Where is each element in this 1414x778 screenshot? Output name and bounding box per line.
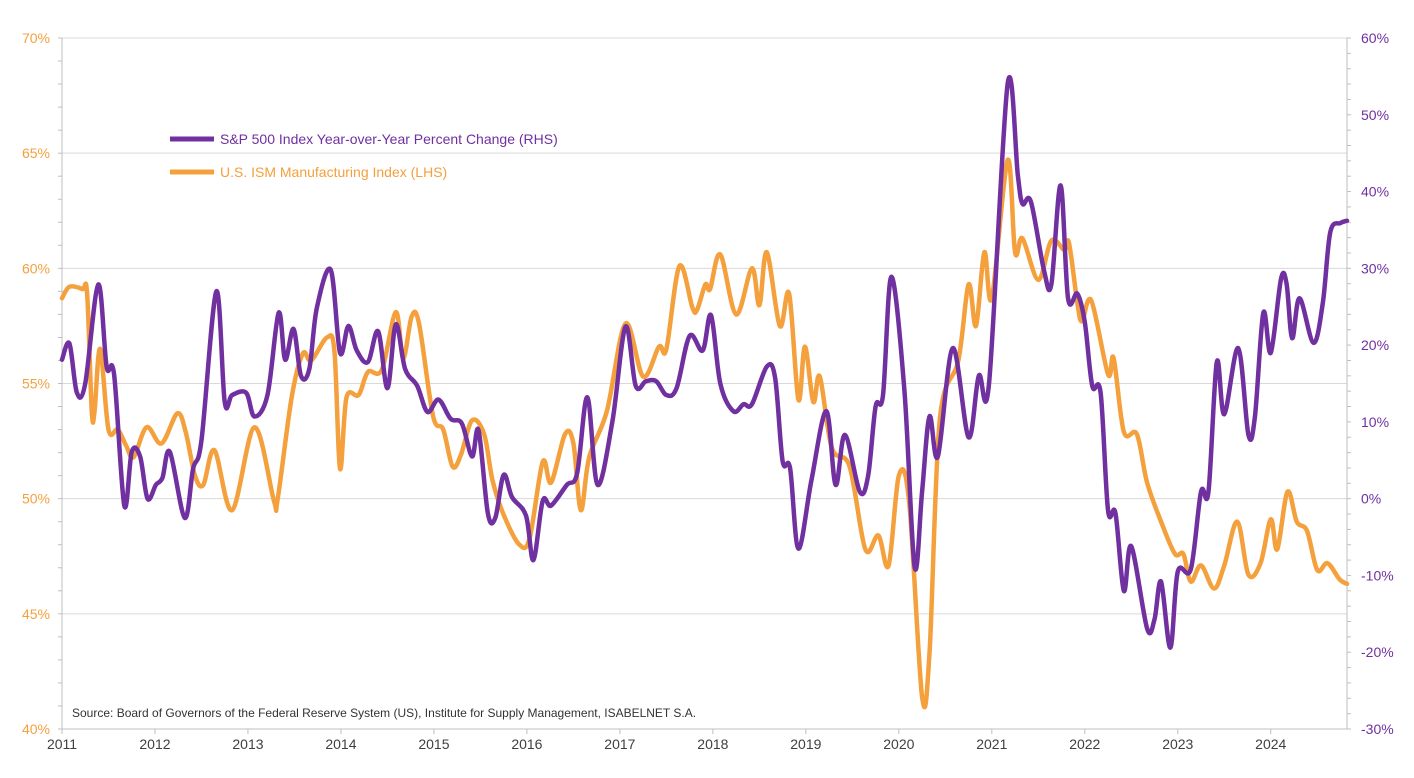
x-tick-label: 2014: [325, 736, 356, 752]
y-left-tick-label: 45%: [22, 606, 50, 622]
x-tick-label: 2021: [976, 736, 1007, 752]
series-line-ism: [59, 157, 1350, 710]
y-left-tick-label: 60%: [22, 260, 50, 276]
axes: 40% 45% 50% 55% 60% 65% 70% -30% -20% -10% 0% 10% 20…: [22, 30, 1394, 752]
source-note: Source: Board of Governors of the Federa…: [72, 706, 696, 720]
legend: S&P 500 Index Year-over-Year Percent Cha…: [170, 131, 558, 180]
y-right-tick-label: 20%: [1361, 337, 1389, 353]
y-right-tick-label: 0%: [1361, 491, 1381, 507]
x-tick-label: 2024: [1255, 736, 1286, 752]
series-layer: [59, 74, 1350, 710]
y-left-tick-label: 70%: [22, 30, 50, 46]
y-right-tick-label: 10%: [1361, 414, 1389, 430]
x-tick-label: 2013: [232, 736, 263, 752]
x-tick-label: 2012: [139, 736, 170, 752]
y-right-tick-label: 50%: [1361, 107, 1389, 123]
y-left-tick-label: 55%: [22, 376, 50, 392]
legend-label-sp500: S&P 500 Index Year-over-Year Percent Cha…: [220, 131, 558, 147]
y-left-tick-label: 65%: [22, 145, 50, 161]
y-right-tick-label: -30%: [1361, 721, 1394, 737]
legend-label-ism: U.S. ISM Manufacturing Index (LHS): [220, 164, 447, 180]
y-right-tick-label: 40%: [1361, 184, 1389, 200]
y-right-tick-label: 60%: [1361, 30, 1389, 46]
x-tick-label: 2022: [1069, 736, 1100, 752]
x-tick-label: 2015: [418, 736, 449, 752]
x-tick-label: 2011: [47, 736, 77, 752]
y-left-tick-label: 40%: [22, 721, 50, 737]
y-right-tick-label: 30%: [1361, 260, 1389, 276]
x-tick-label: 2017: [604, 736, 635, 752]
x-tick-label: 2019: [790, 736, 821, 752]
y-right-tick-label: -20%: [1361, 644, 1394, 660]
series-line-sp500: [59, 74, 1350, 650]
y-left-tick-label: 50%: [22, 491, 50, 507]
x-tick-label: 2023: [1162, 736, 1193, 752]
x-tick-label: 2018: [697, 736, 728, 752]
x-tick-label: 2016: [511, 736, 542, 752]
y-right-tick-label: -10%: [1361, 567, 1394, 583]
x-tick-label: 2020: [883, 736, 914, 752]
